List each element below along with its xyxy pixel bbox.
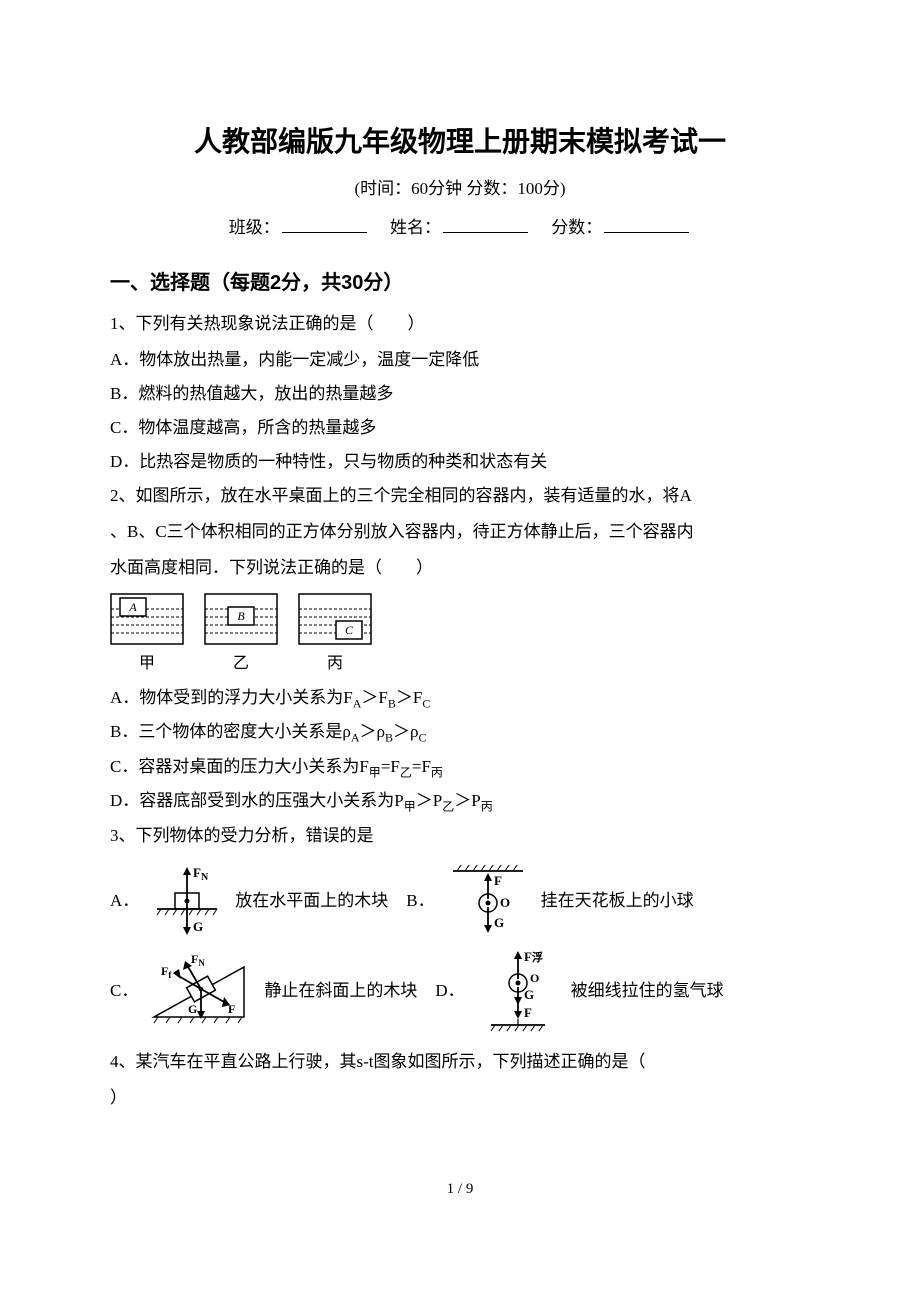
svg-text:F: F: [494, 873, 502, 888]
q1-opt-b: B．燃料的热值越大，放出的热量越多: [110, 377, 810, 411]
vessel-bing: C 丙: [298, 593, 372, 673]
vessel-jia-icon: A: [110, 593, 184, 645]
q2-opt-d: D．容器底部受到水的压强大小关系为P甲＞P乙＞P丙: [110, 784, 810, 818]
vessel-bing-label: 丙: [327, 649, 343, 673]
q1-opt-d: D．比热容是物质的一种特性，只与物质的种类和状态有关: [110, 445, 810, 479]
svg-text:B: B: [237, 609, 245, 623]
q3-a-diagram: FN G: [147, 865, 227, 937]
q2-figure: A 甲 B 乙 C 丙: [110, 593, 810, 673]
svg-text:G: G: [524, 987, 534, 1002]
name-label: 姓名：: [390, 218, 441, 237]
vessel-jia-label: 甲: [139, 649, 155, 673]
svg-text:A: A: [128, 600, 137, 614]
q3-row-1: A． FN G 放在水平面上的木块 B． F O G: [110, 865, 810, 937]
svg-text:F浮: F浮: [524, 949, 543, 964]
svg-text:O: O: [500, 895, 510, 910]
q2-stem-3: 水面高度相同．下列说法正确的是（ ）: [110, 551, 810, 585]
q2-stem-2: 、B、C三个体积相同的正方体分别放入容器内，待正方体静止后，三个容器内: [110, 515, 810, 549]
svg-text:F: F: [228, 1002, 235, 1016]
q3-opt-b: B． F O G 挂在天花板上的小球: [406, 865, 693, 937]
q3-opt-c: C． FN Ff G F 静止在斜面上的木块: [110, 953, 417, 1029]
svg-text:O: O: [530, 971, 539, 985]
vessel-yi: B 乙: [204, 593, 278, 673]
vessel-jia: A 甲: [110, 593, 184, 673]
q1-opt-c: C．物体温度越高，所含的热量越多: [110, 411, 810, 445]
svg-text:G: G: [188, 1002, 197, 1016]
svg-text:G: G: [193, 919, 203, 934]
q3-d-diagram: F浮 O G F: [473, 949, 563, 1033]
q3-opt-d: D． F浮 O G F 被细线拉住的氢气球: [435, 949, 723, 1033]
page-title: 人教部编版九年级物理上册期末模拟考试一: [110, 120, 810, 160]
svg-text:G: G: [494, 915, 504, 930]
fill-line: 班级： 姓名： 分数：: [110, 213, 810, 238]
svg-text:FN: FN: [193, 865, 209, 883]
class-label: 班级：: [229, 218, 280, 237]
q3-row-2: C． FN Ff G F 静止在斜面上的木块 D．: [110, 949, 810, 1033]
class-blank[interactable]: [282, 232, 367, 233]
svg-text:Ff: Ff: [161, 964, 172, 980]
q3-opt-a: A． FN G 放在水平面上的木块: [110, 865, 388, 937]
vessel-yi-icon: B: [204, 593, 278, 645]
svg-text:FN: FN: [191, 953, 205, 968]
name-blank[interactable]: [443, 232, 528, 233]
q2-stem-1: 2、如图所示，放在水平桌面上的三个完全相同的容器内，装有适量的水，将A: [110, 479, 810, 513]
q4-stem-1: 4、某汽车在平直公路上行驶，其s-t图象如图所示，下列描述正确的是（: [110, 1045, 810, 1079]
q1-stem: 1、下列有关热现象说法正确的是（ ）: [110, 307, 810, 341]
q2-opt-b: B．三个物体的密度大小关系是ρA＞ρB＞ρC: [110, 715, 810, 749]
q2-opt-c: C．容器对桌面的压力大小关系为F甲=F乙=F丙: [110, 750, 810, 784]
score-blank[interactable]: [604, 232, 689, 233]
subtitle: (时间：60分钟 分数：100分): [110, 174, 810, 199]
vessel-bing-icon: C: [298, 593, 372, 645]
q3-c-diagram: FN Ff G F: [146, 953, 256, 1029]
page-footer: 1 / 9: [110, 1181, 810, 1198]
svg-text:C: C: [345, 623, 354, 637]
q3-stem: 3、下列物体的受力分析，错误的是: [110, 819, 810, 853]
q3-b-diagram: F O G: [443, 865, 533, 937]
vessel-yi-label: 乙: [233, 649, 249, 673]
score-label: 分数：: [551, 218, 602, 237]
section-header: 一、选择题（每题2分，共30分）: [110, 266, 810, 295]
q1-opt-a: A．物体放出热量，内能一定减少，温度一定降低: [110, 343, 810, 377]
q4-stem-2: ）: [110, 1081, 810, 1115]
q2-opt-a: A．物体受到的浮力大小关系为FA＞FB＞FC: [110, 681, 810, 715]
svg-text:F: F: [524, 1005, 532, 1020]
